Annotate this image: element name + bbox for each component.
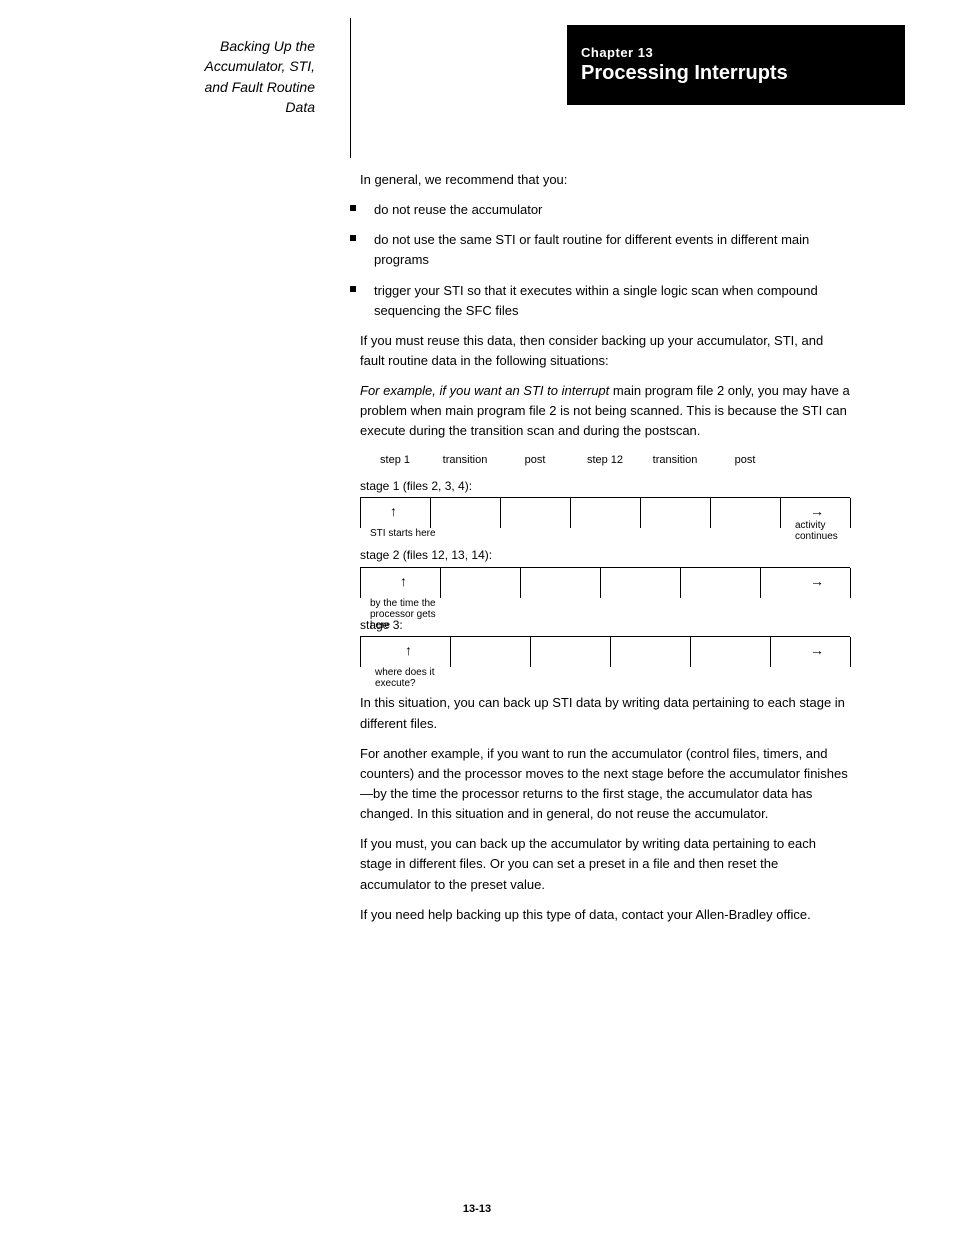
timeline-labels: step 1 transition post step 12 transitio…: [360, 452, 850, 469]
tick: [530, 637, 531, 667]
tick: [850, 568, 851, 598]
timeline-scale: ↑ STI starts here → activity continues: [360, 497, 850, 538]
tick: [640, 498, 641, 528]
timeline-row-1: stage 1 (files 2, 3, 4): ↑ STI starts he…: [360, 477, 850, 539]
row-label: stage 2 (files 12, 13, 14):: [360, 546, 850, 565]
arrow-right-icon: →: [810, 643, 824, 657]
timeline-row-2: stage 2 (files 12, 13, 14): ↑ by the tim…: [360, 546, 850, 608]
example-lead: For example, if you want an STI to inter…: [360, 381, 850, 441]
para: In this situation, you can back up STI d…: [360, 693, 850, 733]
arrow-right-icon: →: [810, 574, 824, 588]
tick: [610, 637, 611, 667]
label: transition: [640, 452, 710, 469]
tick: [500, 498, 501, 528]
tick: [600, 568, 601, 598]
bullet-item: do not use the same STI or fault routine…: [360, 230, 850, 270]
bullet-list: do not reuse the accumulator do not use …: [360, 200, 850, 321]
label: transition: [430, 452, 500, 469]
arrow-label: activity continues: [795, 520, 850, 542]
label: post: [710, 452, 780, 469]
sidebar-heading: Backing Up the Accumulator, STI, and Fau…: [115, 36, 315, 117]
tick: [760, 568, 761, 598]
arrow-label: by the time the processor gets here: [370, 598, 450, 631]
arrow-up-icon: ↑: [405, 643, 412, 657]
sidebar-line: and Fault Routine: [115, 77, 315, 97]
tick: [520, 568, 521, 598]
tick: [360, 568, 361, 598]
arrow-up-icon: ↑: [400, 574, 407, 588]
intro-text: In general, we recommend that you:: [360, 170, 850, 190]
timeline-scale: ↑ where does it execute? →: [360, 636, 850, 677]
bullet-item: trigger your STI so that it executes wit…: [360, 281, 850, 321]
sidebar-line: Accumulator, STI,: [115, 56, 315, 76]
label: post: [500, 452, 570, 469]
para: For another example, if you want to run …: [360, 744, 850, 825]
vertical-divider: [350, 18, 351, 158]
arrow-right-icon: →: [810, 504, 824, 518]
body-column: In general, we recommend that you: do no…: [360, 170, 850, 935]
para: If you must reuse this data, then consid…: [360, 331, 850, 371]
label: step 12: [570, 452, 640, 469]
para: If you need help backing up this type of…: [360, 905, 850, 925]
para: If you must, you can back up the accumul…: [360, 834, 850, 894]
tick: [850, 637, 851, 667]
chapter-header-box: Chapter 13 Processing Interrupts: [567, 25, 905, 105]
arrow-label: STI starts here: [370, 528, 450, 539]
tick: [770, 637, 771, 667]
tick: [430, 498, 431, 528]
example-lead-text: For example, if you want an STI to inter…: [360, 383, 609, 398]
tick: [690, 637, 691, 667]
sidebar-line: Data: [115, 97, 315, 117]
chapter-title: Processing Interrupts: [581, 62, 905, 85]
tick: [360, 498, 361, 528]
bullet-item: do not reuse the accumulator: [360, 200, 850, 220]
label: step 1: [360, 452, 430, 469]
timeline-scale: ↑ by the time the processor gets here →: [360, 567, 850, 608]
row-label: stage 1 (files 2, 3, 4):: [360, 477, 850, 496]
tick: [680, 568, 681, 598]
sidebar-line: Backing Up the: [115, 36, 315, 56]
tick: [450, 637, 451, 667]
arrow-label: where does it execute?: [375, 667, 455, 689]
page-number: 13-13: [0, 1203, 954, 1215]
tick: [570, 498, 571, 528]
page: Backing Up the Accumulator, STI, and Fau…: [0, 0, 954, 1235]
tick: [850, 498, 851, 528]
tick: [440, 568, 441, 598]
tick: [360, 637, 361, 667]
tick: [710, 498, 711, 528]
arrow-up-icon: ↑: [390, 504, 397, 518]
tick: [780, 498, 781, 528]
chapter-number: Chapter 13: [581, 45, 905, 60]
